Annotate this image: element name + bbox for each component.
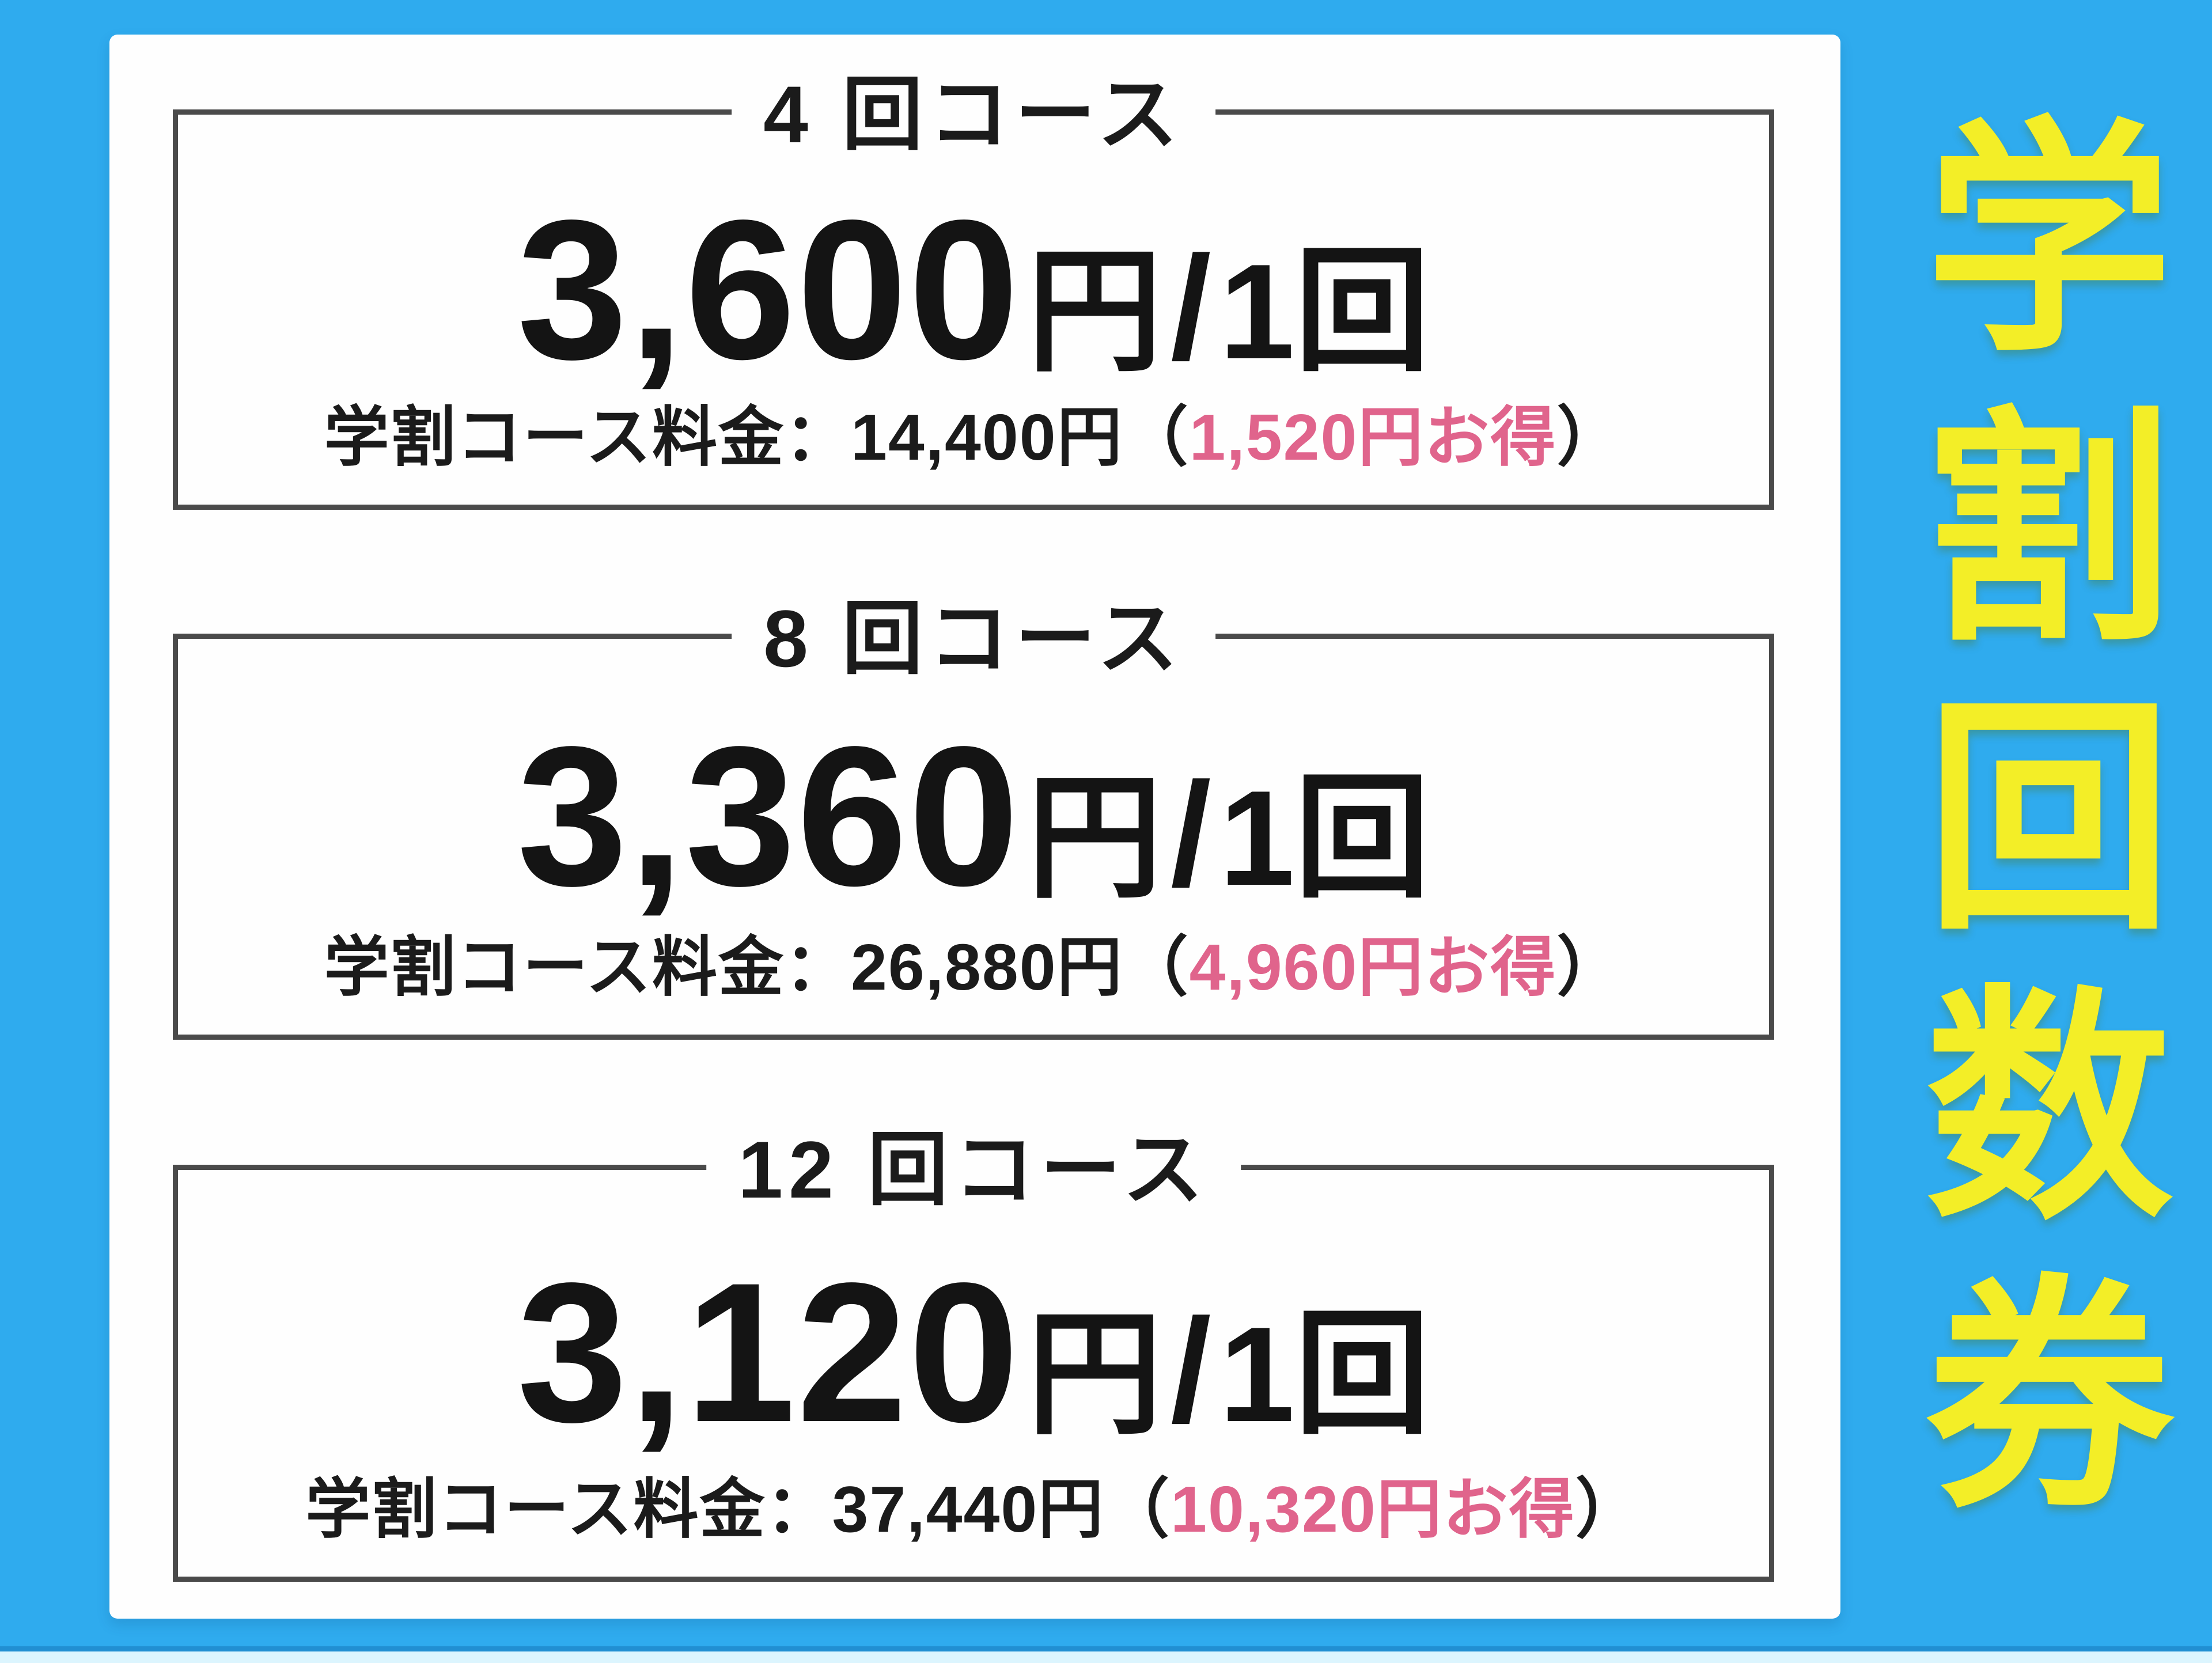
note-label: 学割コース料金： — [324, 401, 851, 473]
note-discount: 1,520円お得 — [1189, 401, 1557, 473]
student-discount-banner-text: 学割回数券 — [1888, 108, 2165, 1555]
price-value: 3,600 — [517, 179, 1020, 401]
note-total-price: 14,400円 — [850, 401, 1123, 473]
note-total-price: 37,440円 — [832, 1473, 1105, 1545]
note-paren-close: ） — [1575, 1473, 1642, 1545]
price-per-unit: 1回 — [1219, 762, 1430, 914]
price-slash: / — [1170, 1288, 1211, 1453]
course-box-12-times: 12 回コース 3,120円/1回 学割コース料金：37,440円（10,320… — [173, 1126, 1774, 1582]
note-label: 学割コース料金： — [305, 1473, 832, 1545]
note-paren-close: ） — [1556, 931, 1623, 1003]
price-yen-unit: 円 — [1027, 1298, 1162, 1450]
course-note: 学割コース料金：26,880円（4,960円お得） — [178, 914, 1769, 1009]
note-paren-close: ） — [1556, 401, 1623, 473]
course-title-label: 12 回コース — [738, 1124, 1209, 1215]
note-paren-open: （ — [1104, 1473, 1171, 1545]
note-paren-open: （ — [1123, 401, 1190, 473]
price-slash: / — [1170, 752, 1211, 917]
price-value: 3,120 — [517, 1241, 1020, 1464]
course-title: 8 回コース — [732, 594, 1215, 683]
price-yen-unit: 円 — [1027, 762, 1162, 914]
price-per-unit: 1回 — [1219, 1298, 1430, 1450]
course-note: 学割コース料金：14,400円（1,520円お得） — [178, 384, 1769, 479]
price-per-unit: 1回 — [1219, 235, 1430, 387]
price-line: 3,120円/1回 — [178, 1239, 1769, 1467]
pricing-panel: 4 回コース 3,600円/1回 学割コース料金：14,400円（1,520円お… — [109, 35, 1840, 1619]
price-value: 3,360 — [517, 706, 1020, 928]
course-title: 12 回コース — [706, 1126, 1241, 1214]
note-discount: 10,320円お得 — [1171, 1473, 1575, 1545]
price-slash: / — [1170, 225, 1211, 390]
note-discount: 4,960円お得 — [1189, 931, 1557, 1003]
course-box-4-times: 4 回コース 3,600円/1回 学割コース料金：14,400円（1,520円お… — [173, 70, 1774, 510]
price-line: 3,360円/1回 — [178, 703, 1769, 931]
note-total-price: 26,880円 — [850, 931, 1123, 1003]
note-paren-open: （ — [1123, 931, 1190, 1003]
price-yen-unit: 円 — [1027, 235, 1162, 387]
price-line: 3,600円/1回 — [178, 176, 1769, 404]
course-title-label: 4 回コース — [763, 69, 1184, 160]
course-title: 4 回コース — [732, 70, 1215, 159]
bottom-light-strip — [0, 1651, 2212, 1663]
course-title-label: 8 回コース — [763, 593, 1184, 684]
bottom-divider-line — [0, 1646, 2212, 1651]
note-label: 学割コース料金： — [324, 931, 851, 1003]
student-discount-banner: 学割回数券 — [1840, 0, 2212, 1663]
course-note: 学割コース料金：37,440円（10,320円お得） — [178, 1456, 1769, 1551]
course-box-8-times: 8 回コース 3,360円/1回 学割コース料金：26,880円（4,960円お… — [173, 594, 1774, 1040]
